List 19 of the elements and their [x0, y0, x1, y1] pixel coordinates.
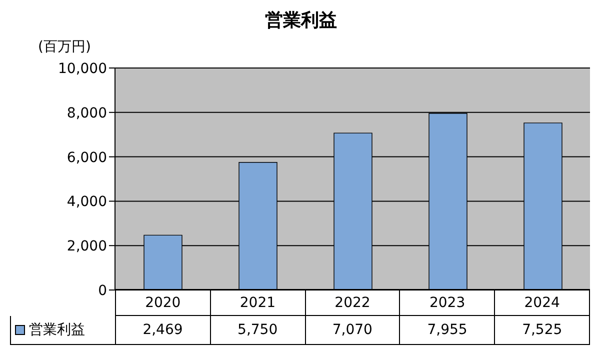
- y-tick-label: 2,000: [66, 238, 107, 255]
- chart-title: 営業利益: [264, 9, 338, 32]
- x-tick-label: 2023: [399, 290, 494, 315]
- data-label: 5,750: [210, 316, 304, 344]
- data-label: 2,469: [114, 316, 210, 344]
- data-label: 7,955: [399, 316, 494, 344]
- y-axis-title: (百万円): [38, 38, 91, 56]
- x-tick-label: 2021: [210, 290, 305, 315]
- y-tick-label: 6,000: [66, 150, 107, 166]
- x-tick-label: 2022: [304, 290, 400, 315]
- y-tick-label: 10,000: [58, 60, 107, 77]
- y-tick-label: 4,000: [66, 194, 107, 210]
- legend-label: 営業利益: [29, 321, 85, 339]
- x-tick-label: 2020: [115, 290, 210, 315]
- data-label: 7,070: [304, 316, 400, 344]
- y-tick-label: 8,000: [66, 105, 107, 122]
- y-tick-label: 0: [98, 282, 107, 299]
- data-label: 7,525: [494, 316, 590, 344]
- x-tick-label: 2024: [494, 290, 589, 315]
